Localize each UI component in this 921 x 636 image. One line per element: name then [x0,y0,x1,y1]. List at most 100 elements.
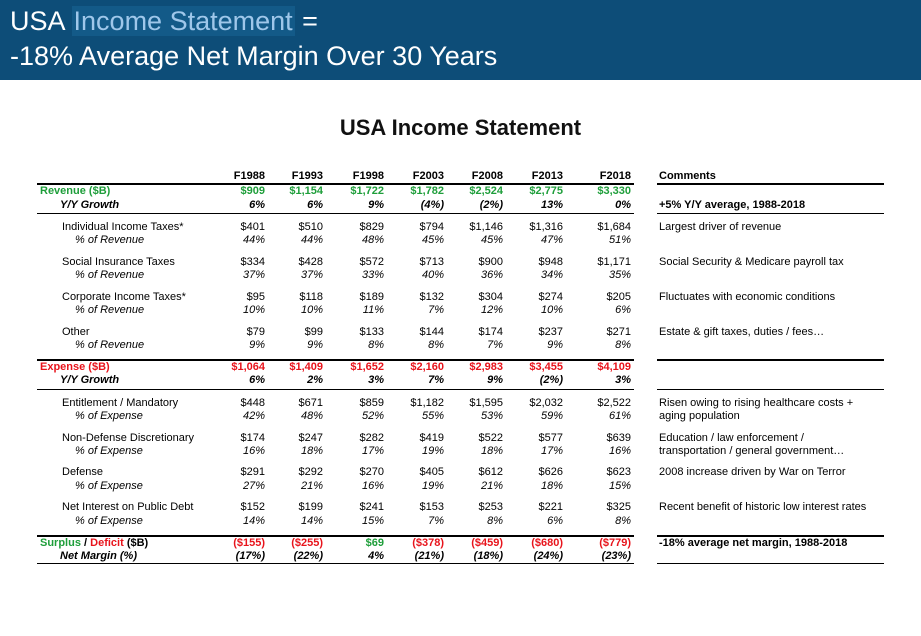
value-cell: $419 [419,432,444,444]
value-cell: $428 [298,256,323,268]
value-cell: $401 [240,221,265,233]
row-label: Non-Defense Discretionary [62,432,195,444]
value-cell: 14% [300,515,323,527]
value-cell: $199 [298,501,323,513]
surplus-top-rule [37,535,634,537]
footer-rule [37,563,634,564]
value-cell: $713 [419,256,444,268]
row-label: % of Expense [75,410,143,422]
value-cell: 17% [361,445,384,457]
value-cell: 59% [540,410,563,422]
value-cell: $1,782 [410,185,444,197]
row-label: Y/Y Growth [60,199,120,211]
value-cell: 6% [307,199,323,211]
row-comment: Risen owing to rising healthcare costs + [659,397,854,409]
row-comment: -18% average net margin, 1988-2018 [659,537,848,549]
value-cell: $1,064 [231,361,265,373]
banner-line-1: USA Income Statement = [10,6,318,36]
row-label: % of Expense [75,445,143,457]
row-label: Entitlement / Mandatory [62,397,179,409]
row-comment: aging population [659,410,740,422]
value-cell: $118 [299,291,323,303]
row-comment: transportation / general government… [659,445,845,457]
value-cell: $1,154 [289,185,323,197]
row-label: % of Revenue [75,269,145,281]
row-label: Expense ($B) [40,361,110,373]
value-cell: $522 [478,432,503,444]
value-cell: $909 [240,185,265,197]
column-header: F2018 [599,170,631,182]
row-comment: 2008 increase driven by War on Terror [659,466,846,478]
value-cell: (23%) [601,550,631,562]
value-cell: $948 [538,256,563,268]
value-cell: 9% [368,199,384,211]
value-cell: $2,983 [469,361,503,373]
value-cell: 13% [540,199,563,211]
value-cell: 18% [480,445,503,457]
value-cell: 6% [249,374,265,386]
row-label: Surplus / Deficit ($B) [40,537,148,550]
expense-top-rule [37,359,634,361]
value-cell: 7% [428,374,444,386]
value-cell: $510 [298,221,323,233]
value-cell: $3,455 [529,361,563,373]
column-header: F1988 [233,170,265,182]
value-cell: $2,032 [529,397,563,409]
row-label: Corporate Income Taxes* [62,291,186,303]
row-label: Social Insurance Taxes [62,256,175,268]
value-cell: $241 [359,501,384,513]
surplus-comment-top-rule [657,535,884,537]
value-cell: 16% [608,445,631,457]
row-label-part: Surplus [40,537,81,549]
expense-comment-top-rule [657,359,884,361]
value-cell: 6% [547,515,563,527]
value-cell: 15% [608,480,631,492]
value-cell: 0% [615,199,631,211]
value-cell: 16% [242,445,265,457]
value-cell: $623 [606,466,631,478]
value-cell: 9% [487,374,503,386]
value-cell: 11% [362,304,384,316]
expense-comment-rule [657,389,884,390]
value-cell: $829 [359,221,384,233]
value-cell: $612 [478,466,503,478]
value-cell: 21% [480,480,503,492]
value-cell: $572 [359,256,384,268]
value-cell: 37% [300,269,323,281]
value-cell: 7% [428,515,444,527]
value-cell: 52% [361,410,384,422]
header-rule [37,183,634,185]
value-cell: 27% [242,480,265,492]
value-cell: $189 [359,291,384,303]
value-cell: 10% [242,304,265,316]
value-cell: ($459) [471,537,503,549]
value-cell: 9% [249,339,265,351]
value-cell: ($680) [531,537,563,549]
value-cell: $1,595 [469,397,503,409]
row-label-part: ($B) [126,537,149,549]
value-cell: 3% [368,374,384,386]
value-cell: $153 [419,501,444,513]
value-cell: 14% [242,515,265,527]
value-cell: $1,722 [350,185,384,197]
value-cell: $99 [304,326,323,338]
value-cell: 2% [307,374,323,386]
value-cell: 61% [608,410,631,422]
value-cell: 10% [540,304,563,316]
value-cell: $859 [359,397,384,409]
row-comment: +5% Y/Y average, 1988-2018 [659,199,806,211]
value-cell: ($255) [291,537,323,549]
column-header: F2013 [531,170,563,182]
value-cell: 7% [487,339,503,351]
value-cell: 36% [480,269,503,281]
row-comment: Social Security & Medicare payroll tax [659,256,844,268]
value-cell: $69 [365,537,384,549]
value-cell: $174 [478,326,503,338]
value-cell: 45% [421,234,444,246]
title-banner: USA Income Statement = -18% Average Net … [0,0,921,80]
comments-header-rule [657,183,884,185]
value-cell: $174 [240,432,265,444]
row-label: Y/Y Growth [60,374,120,386]
value-cell: $282 [359,432,384,444]
